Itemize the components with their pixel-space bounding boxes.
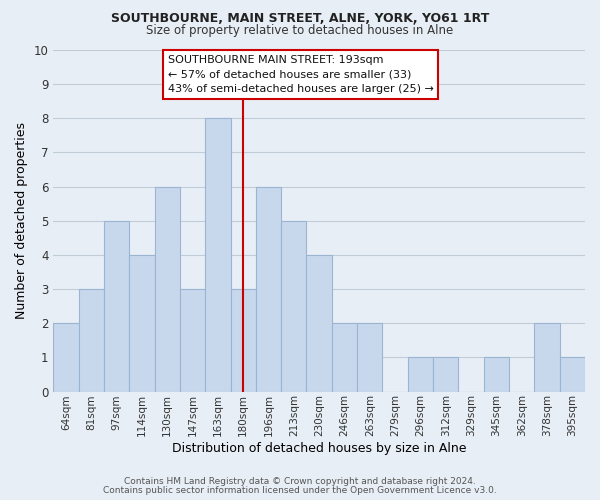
Bar xyxy=(332,323,357,392)
Bar xyxy=(307,255,332,392)
Bar xyxy=(180,289,205,392)
Text: SOUTHBOURNE, MAIN STREET, ALNE, YORK, YO61 1RT: SOUTHBOURNE, MAIN STREET, ALNE, YORK, YO… xyxy=(111,12,489,26)
Y-axis label: Number of detached properties: Number of detached properties xyxy=(15,122,28,320)
Text: Contains public sector information licensed under the Open Government Licence v3: Contains public sector information licen… xyxy=(103,486,497,495)
Bar xyxy=(256,186,281,392)
Bar xyxy=(535,323,560,392)
Bar xyxy=(484,358,509,392)
Bar xyxy=(205,118,230,392)
Bar xyxy=(230,289,256,392)
Bar xyxy=(79,289,104,392)
Bar xyxy=(53,323,79,392)
Bar xyxy=(433,358,458,392)
Bar xyxy=(357,323,382,392)
Bar xyxy=(155,186,180,392)
Bar xyxy=(408,358,433,392)
Text: Size of property relative to detached houses in Alne: Size of property relative to detached ho… xyxy=(146,24,454,37)
Text: SOUTHBOURNE MAIN STREET: 193sqm
← 57% of detached houses are smaller (33)
43% of: SOUTHBOURNE MAIN STREET: 193sqm ← 57% of… xyxy=(167,55,433,94)
X-axis label: Distribution of detached houses by size in Alne: Distribution of detached houses by size … xyxy=(172,442,466,455)
Bar xyxy=(129,255,155,392)
Bar xyxy=(104,221,129,392)
Text: Contains HM Land Registry data © Crown copyright and database right 2024.: Contains HM Land Registry data © Crown c… xyxy=(124,478,476,486)
Bar xyxy=(560,358,585,392)
Bar xyxy=(281,221,307,392)
